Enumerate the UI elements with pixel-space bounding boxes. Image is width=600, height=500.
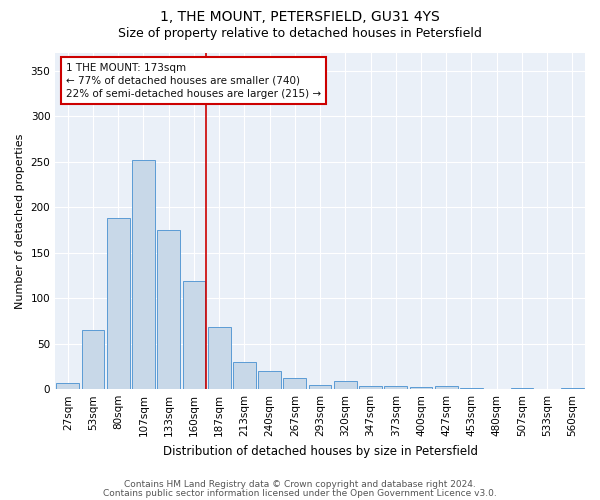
Y-axis label: Number of detached properties: Number of detached properties — [15, 133, 25, 308]
Bar — [359, 386, 382, 389]
Bar — [258, 371, 281, 389]
Bar — [309, 384, 331, 389]
Text: Size of property relative to detached houses in Petersfield: Size of property relative to detached ho… — [118, 28, 482, 40]
Bar — [334, 381, 356, 389]
Bar — [385, 386, 407, 389]
Bar — [460, 388, 483, 389]
Text: 1, THE MOUNT, PETERSFIELD, GU31 4YS: 1, THE MOUNT, PETERSFIELD, GU31 4YS — [160, 10, 440, 24]
Bar — [56, 383, 79, 389]
Bar — [283, 378, 306, 389]
Bar — [233, 362, 256, 389]
Bar — [410, 388, 433, 389]
Bar — [107, 218, 130, 389]
Text: Contains public sector information licensed under the Open Government Licence v3: Contains public sector information licen… — [103, 488, 497, 498]
Text: 1 THE MOUNT: 173sqm
← 77% of detached houses are smaller (740)
22% of semi-detac: 1 THE MOUNT: 173sqm ← 77% of detached ho… — [66, 62, 321, 99]
Bar — [132, 160, 155, 389]
Text: Contains HM Land Registry data © Crown copyright and database right 2024.: Contains HM Land Registry data © Crown c… — [124, 480, 476, 489]
Bar — [561, 388, 584, 389]
Bar — [182, 281, 205, 389]
Bar — [208, 328, 230, 389]
Bar — [511, 388, 533, 389]
X-axis label: Distribution of detached houses by size in Petersfield: Distribution of detached houses by size … — [163, 444, 478, 458]
Bar — [82, 330, 104, 389]
Bar — [157, 230, 180, 389]
Bar — [435, 386, 458, 389]
